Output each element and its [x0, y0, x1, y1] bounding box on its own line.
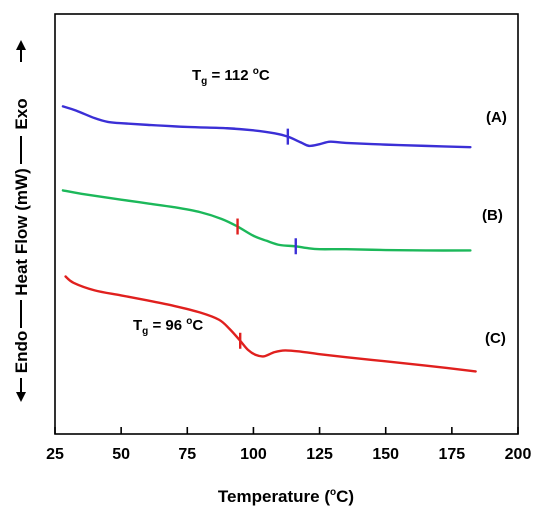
tg-annotation-a-sub: g: [201, 76, 207, 87]
tg-annotation-c-sup: o: [186, 316, 192, 327]
series-line-a: [61, 105, 472, 149]
curve-label-a: (A): [486, 109, 507, 126]
x-tick-label: 50: [112, 446, 130, 463]
plot-frame: [54, 13, 519, 435]
y-axis-title: Endo Heat Flow (mW) Exo: [12, 98, 31, 373]
x-axis-title-main: Temperature (: [218, 487, 330, 506]
tg-annotation-c-unit: C: [192, 317, 203, 334]
series-curves: [61, 105, 477, 373]
x-axis-title-sup: o: [330, 487, 336, 498]
tg-annotation-a-unit: C: [259, 67, 270, 84]
tg-annotation-c-sub: g: [142, 326, 148, 337]
series-line-b: [61, 189, 472, 252]
exo-arrow-head: [16, 40, 26, 50]
y-axis-title-endo: Endo: [12, 331, 31, 374]
tg-annotation-a-sup: o: [253, 66, 259, 77]
x-tick-label: 200: [505, 446, 532, 463]
x-tick-label: 150: [372, 446, 399, 463]
y-axis-title-exo: Exo: [12, 98, 31, 129]
tg-markers: [236, 128, 297, 349]
x-tick-label: 75: [178, 446, 196, 463]
tg-annotation-a-mid: = 112: [207, 67, 252, 84]
x-tick-label: 175: [439, 446, 466, 463]
x-tick-label: 100: [240, 446, 267, 463]
series-line-c: [64, 275, 477, 373]
tg-annotation-a: Tg = 112 oC: [192, 66, 270, 87]
endo-arrow-head: [16, 392, 26, 402]
tg-annotation-c: Tg = 96 oC: [133, 316, 203, 337]
x-tick-label: 25: [46, 446, 64, 463]
tg-annotation-a-base: T: [192, 67, 201, 84]
x-axis-ticks: 25 50 75 100 125 150 175 200: [46, 427, 531, 463]
curve-label-c: (C): [485, 330, 506, 347]
x-axis-title-unit: C): [336, 487, 354, 506]
x-axis-title: Temperature (oC): [218, 487, 354, 506]
x-tick-label: 125: [306, 446, 333, 463]
tg-annotation-c-mid: = 96: [148, 317, 186, 334]
curve-label-b: (B): [482, 207, 503, 224]
tg-annotation-c-base: T: [133, 317, 142, 334]
y-axis-title-heat: Heat Flow (mW): [12, 168, 31, 296]
